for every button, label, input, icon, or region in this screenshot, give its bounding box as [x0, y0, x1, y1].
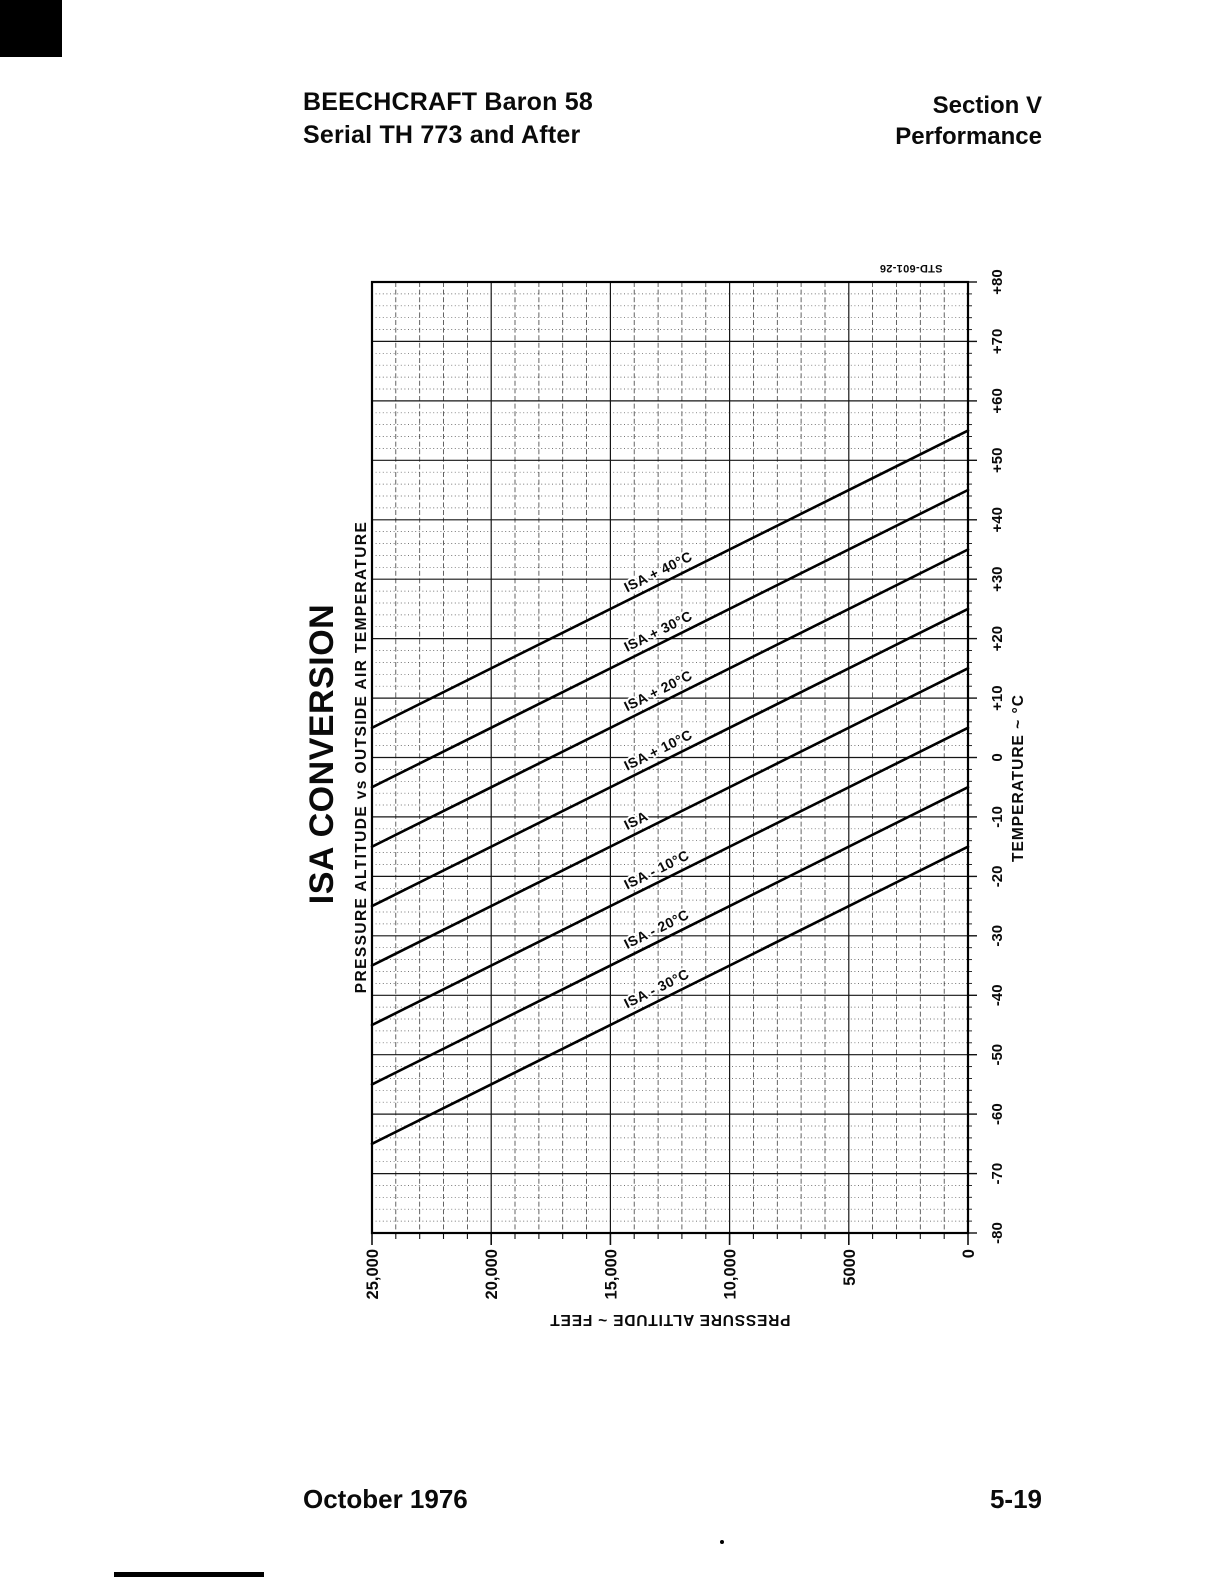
scan-artifact-corner: [0, 0, 62, 57]
temp-tick-label: +20: [989, 626, 1006, 651]
isa-line: [370, 785, 970, 1086]
doc-footer-date: October 1976: [303, 1484, 468, 1514]
temp-tick-label: +10: [989, 685, 1006, 710]
temperature-axis-label: TEMPERATURE ~ °C: [1010, 694, 1027, 862]
doc-header-left: BEECHCRAFT Baron 58 Serial TH 773 and Af…: [303, 86, 593, 152]
temp-tick-label: -40: [989, 984, 1006, 1006]
chart-subtitle: PRESSURE ALTITUDE vs OUTSIDE AIR TEMPERA…: [353, 521, 370, 993]
temp-tick-label: +30: [989, 566, 1006, 591]
temp-tick-label: +70: [989, 329, 1006, 354]
temp-tick-label: -80: [989, 1222, 1006, 1244]
temp-tick-label: +60: [989, 388, 1006, 413]
temp-tick-label: +50: [989, 448, 1006, 473]
doc-header-right: Section V Performance: [858, 90, 1042, 152]
chart-title: ISA CONVERSION: [303, 604, 341, 904]
alt-tick-label: 10,000: [722, 1249, 740, 1299]
section-title: Performance: [895, 123, 1042, 150]
temp-tick-label: -70: [989, 1163, 1006, 1185]
chart-reference-number: STD-601-26: [880, 262, 943, 274]
isa-line: [370, 429, 970, 730]
alt-tick-label: 25,000: [364, 1249, 382, 1299]
temp-tick-label: -60: [989, 1103, 1006, 1125]
isa-line: [370, 488, 970, 789]
serial-applicability: Serial TH 773 and After: [303, 121, 581, 149]
temp-tick-label: -20: [989, 866, 1006, 888]
temp-tick-label: -10: [989, 806, 1006, 828]
plot-border: [370, 280, 970, 1235]
scan-artifact-dot: [720, 1540, 724, 1544]
temp-tick-label: -30: [989, 925, 1006, 947]
alt-tick-label: 15,000: [602, 1249, 620, 1299]
alt-tick-label: 5000: [841, 1249, 859, 1286]
isa-line: [370, 726, 970, 1027]
temp-tick-label: +40: [989, 507, 1006, 532]
temp-tick-label: -50: [989, 1044, 1006, 1066]
temp-tick-label: +80: [989, 269, 1006, 294]
alt-tick-label: 20,000: [483, 1249, 501, 1299]
doc-footer-page-number: 5-19: [989, 1484, 1042, 1514]
section-number: Section V: [932, 92, 1042, 119]
aircraft-model: BEECHCRAFT Baron 58: [303, 88, 593, 116]
isa-line: [370, 666, 970, 967]
altitude-axis-label: PRESSURE ALTITUDE ~ FEET: [550, 1311, 791, 1328]
alt-tick-label: 0: [960, 1249, 978, 1258]
scan-artifact-line: [114, 1572, 264, 1577]
isa-line: [370, 607, 970, 908]
temp-tick-label: 0: [989, 753, 1006, 761]
isa-line: [370, 548, 970, 849]
isa-line: [370, 845, 970, 1146]
